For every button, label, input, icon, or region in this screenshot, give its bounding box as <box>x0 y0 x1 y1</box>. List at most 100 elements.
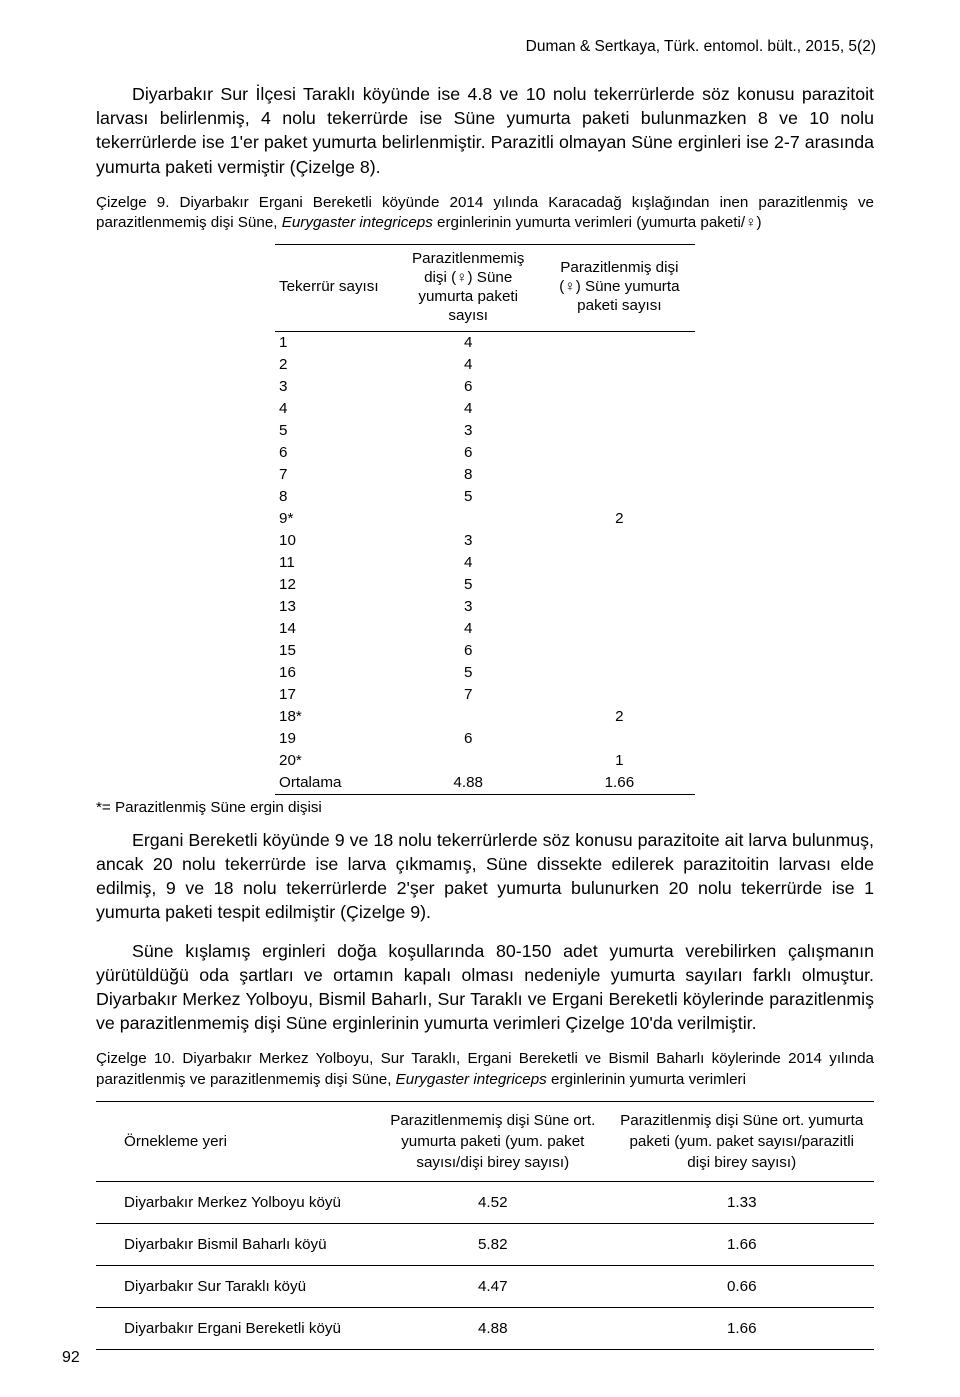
table9-cell-tekerrur: 1 <box>275 331 393 354</box>
table10-cell-location: Diyarbakır Ergani Bereketli köyü <box>96 1308 376 1350</box>
table9-cell-unparasitized: 4 <box>393 354 544 376</box>
table-row: 125 <box>275 574 695 596</box>
table9-cell-tekerrur: 11 <box>275 552 393 574</box>
table9-cell-tekerrur: 13 <box>275 596 393 618</box>
table-row: Diyarbakır Sur Taraklı köyü4.470.66 <box>96 1266 874 1308</box>
table-row: 78 <box>275 464 695 486</box>
table9-cell-parasitized <box>544 662 695 684</box>
table-row: Diyarbakır Merkez Yolboyu köyü4.521.33 <box>96 1182 874 1224</box>
table-row: 18* 2 <box>275 706 695 728</box>
table9-caption-italic: Eurygaster integriceps <box>282 214 433 231</box>
table-row: 144 <box>275 618 695 640</box>
table-row: 24 <box>275 354 695 376</box>
table9-cell-parasitized <box>544 530 695 552</box>
table10-cell-parasitized: 0.66 <box>609 1266 874 1308</box>
table9-cell-unparasitized: 5 <box>393 486 544 508</box>
table9: Tekerrür sayısı Parazitlenmemiş dişi (♀)… <box>275 244 695 795</box>
table9-cell-unparasitized: 7 <box>393 684 544 706</box>
table9-cell-unparasitized: 3 <box>393 530 544 552</box>
table9-cell-tekerrur: 5 <box>275 420 393 442</box>
table-row: Ortalama4.881.66 <box>275 772 695 795</box>
table9-cell-unparasitized: 4 <box>393 331 544 354</box>
table-row: 165 <box>275 662 695 684</box>
table-row: 53 <box>275 420 695 442</box>
paragraph-3: Süne kışlamış erginleri doğa koşullarınd… <box>96 939 874 1036</box>
table9-cell-unparasitized: 6 <box>393 376 544 398</box>
running-header: Duman & Sertkaya, Türk. entomol. bült., … <box>96 38 876 56</box>
table10-cell-parasitized: 1.33 <box>609 1182 874 1224</box>
table-row: 36 <box>275 376 695 398</box>
table10-caption-tail: erginlerinin yumurta verimleri <box>547 1071 746 1088</box>
table9-col3-header: Parazitlenmiş dişi (♀) Süne yumurta pake… <box>544 244 695 331</box>
table9-cell-unparasitized: 6 <box>393 442 544 464</box>
table9-cell-tekerrur: 7 <box>275 464 393 486</box>
table9-cell-tekerrur: 19 <box>275 728 393 750</box>
table10-cell-parasitized: 1.66 <box>609 1308 874 1350</box>
table9-cell-parasitized: 1 <box>544 750 695 772</box>
table9-footnote: *= Parazitlenmiş Süne ergin dişisi <box>96 799 874 816</box>
table9-col1-header: Tekerrür sayısı <box>275 244 393 331</box>
table-row: 14 <box>275 331 695 354</box>
table9-cell-tekerrur: 18* <box>275 706 393 728</box>
table9-cell-tekerrur: 8 <box>275 486 393 508</box>
table9-cell-tekerrur: 12 <box>275 574 393 596</box>
table10-cell-unparasitized: 5.82 <box>376 1224 609 1266</box>
table9-col2-header: Parazitlenmemiş dişi (♀) Süne yumurta pa… <box>393 244 544 331</box>
table9-cell-parasitized <box>544 596 695 618</box>
table9-cell-unparasitized: 6 <box>393 640 544 662</box>
table9-cell-tekerrur: 17 <box>275 684 393 706</box>
table10-cell-location: Diyarbakır Merkez Yolboyu köyü <box>96 1182 376 1224</box>
table9-cell-parasitized <box>544 442 695 464</box>
table10-caption-italic: Eurygaster integriceps <box>396 1071 547 1088</box>
table-row: 85 <box>275 486 695 508</box>
table9-cell-parasitized <box>544 420 695 442</box>
table9-cell-parasitized <box>544 376 695 398</box>
table9-cell-unparasitized: 5 <box>393 662 544 684</box>
table-row: 196 <box>275 728 695 750</box>
table9-cell-tekerrur: 3 <box>275 376 393 398</box>
table-row: 20* 1 <box>275 750 695 772</box>
table9-cell-unparasitized: 5 <box>393 574 544 596</box>
page-number: 92 <box>62 1349 80 1367</box>
table-row: 156 <box>275 640 695 662</box>
table9-cell-parasitized <box>544 618 695 640</box>
table9-cell-parasitized: 2 <box>544 706 695 728</box>
table9-cell-parasitized <box>544 574 695 596</box>
table-row: Diyarbakır Ergani Bereketli köyü4.881.66 <box>96 1308 874 1350</box>
table9-cell-unparasitized <box>393 508 544 530</box>
table9-cell-parasitized <box>544 552 695 574</box>
table9-cell-tekerrur: 20* <box>275 750 393 772</box>
table9-cell-unparasitized: 3 <box>393 596 544 618</box>
table9-cell-unparasitized: 4 <box>393 552 544 574</box>
table10-cell-unparasitized: 4.52 <box>376 1182 609 1224</box>
table9-cell-parasitized <box>544 640 695 662</box>
table9-cell-tekerrur: Ortalama <box>275 772 393 795</box>
table9-cell-parasitized <box>544 464 695 486</box>
table-row: Diyarbakır Bismil Baharlı köyü5.821.66 <box>96 1224 874 1266</box>
table10-cell-location: Diyarbakır Bismil Baharlı köyü <box>96 1224 376 1266</box>
table10-cell-location: Diyarbakır Sur Taraklı köyü <box>96 1266 376 1308</box>
table9-cell-tekerrur: 15 <box>275 640 393 662</box>
table9-cell-tekerrur: 4 <box>275 398 393 420</box>
table-row: 114 <box>275 552 695 574</box>
table9-cell-unparasitized: 3 <box>393 420 544 442</box>
table-row: 133 <box>275 596 695 618</box>
table10-col1-header: Örnekleme yeri <box>96 1101 376 1182</box>
table-row: 9* 2 <box>275 508 695 530</box>
table9-cell-tekerrur: 6 <box>275 442 393 464</box>
table10-col2-header: Parazitlenmemiş dişi Süne ort. yumurta p… <box>376 1101 609 1182</box>
table9-cell-unparasitized: 4 <box>393 618 544 640</box>
table9-cell-unparasitized: 8 <box>393 464 544 486</box>
table9-caption: Çizelge 9. Diyarbakır Ergani Bereketli k… <box>96 193 874 234</box>
table9-cell-tekerrur: 9* <box>275 508 393 530</box>
table9-cell-tekerrur: 2 <box>275 354 393 376</box>
table-row: 66 <box>275 442 695 464</box>
table9-cell-parasitized: 1.66 <box>544 772 695 795</box>
table9-cell-parasitized: 2 <box>544 508 695 530</box>
paragraph-2: Ergani Bereketli köyünde 9 ve 18 nolu te… <box>96 828 874 925</box>
table10-cell-unparasitized: 4.88 <box>376 1308 609 1350</box>
table-row: 103 <box>275 530 695 552</box>
table10-cell-parasitized: 1.66 <box>609 1224 874 1266</box>
table10-caption: Çizelge 10. Diyarbakır Merkez Yolboyu, S… <box>96 1049 874 1090</box>
table9-cell-parasitized <box>544 728 695 750</box>
